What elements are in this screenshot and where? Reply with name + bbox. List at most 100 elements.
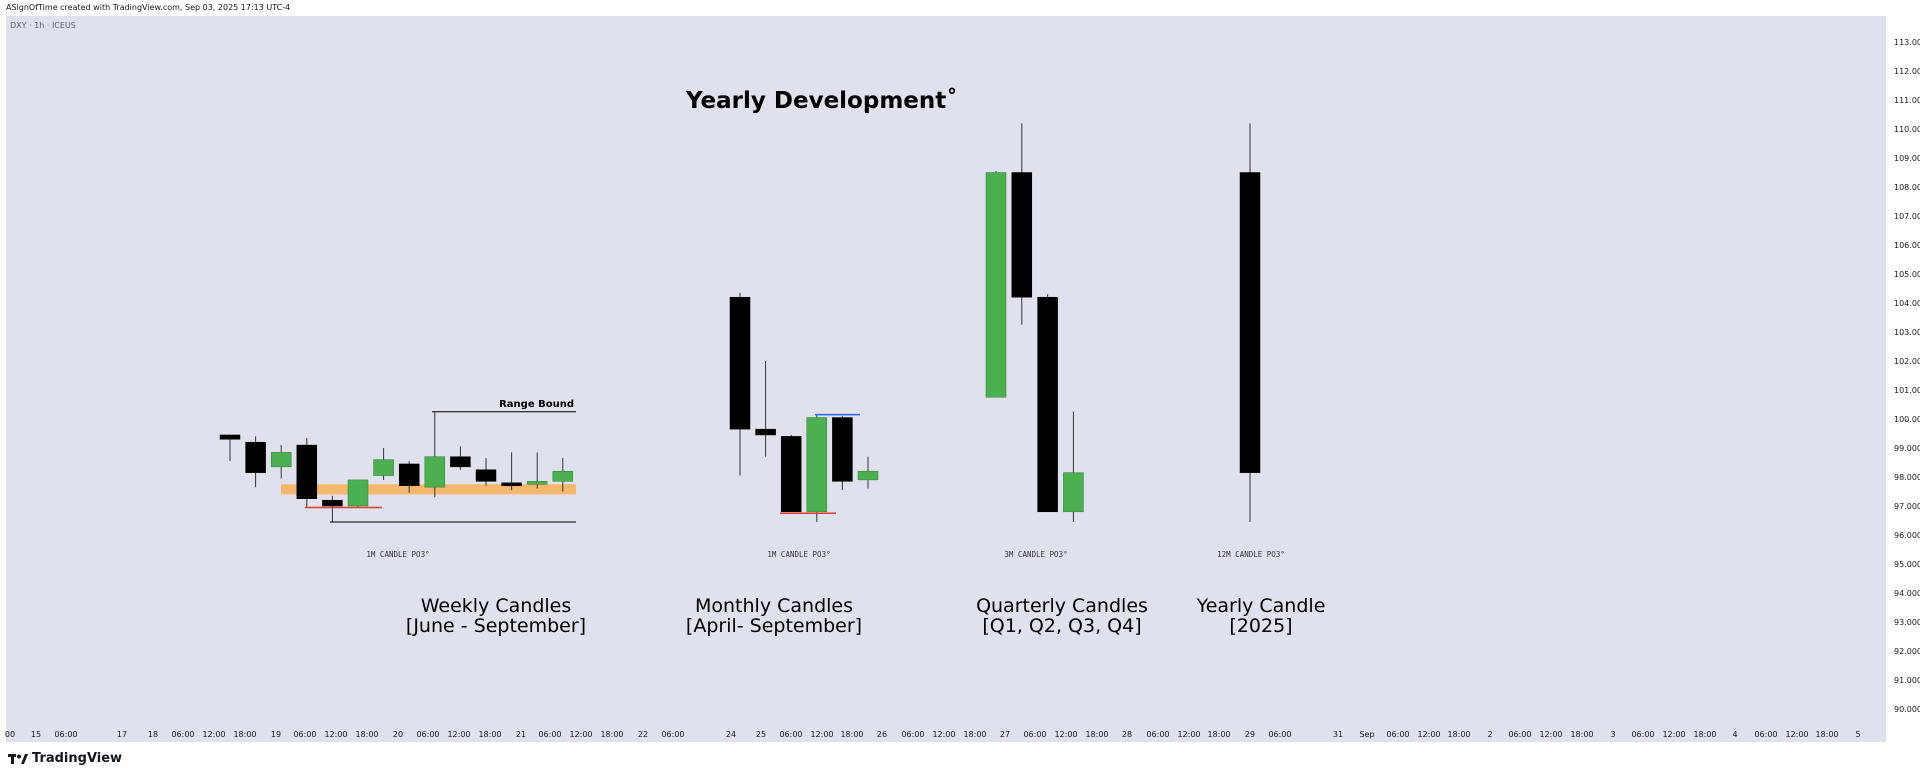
time-tick-label: Sep — [1359, 730, 1374, 739]
time-tick-label: 18:00 — [233, 730, 256, 739]
time-tick-label: 06:00 — [1146, 730, 1169, 739]
price-tick-label: 111.000 — [1894, 96, 1920, 105]
time-tick-label: 06:00 — [54, 730, 77, 739]
time-tick-label: 06:00 — [416, 730, 439, 739]
bearish-candle[interactable] — [1011, 172, 1033, 298]
footer: TradingView — [0, 742, 1920, 778]
price-tick-label: 92.000 — [1894, 647, 1920, 656]
bullish-candle[interactable] — [526, 481, 548, 485]
bearish-candle[interactable] — [296, 444, 318, 500]
chart-title: Yearly Development˚ — [685, 87, 958, 114]
chart-marks: Range Bound — [219, 123, 1261, 523]
time-tick-label: 12:00 — [202, 730, 225, 739]
time-tick-label: 06:00 — [1023, 730, 1046, 739]
price-tick-label: 99.000 — [1894, 444, 1920, 453]
chart-header-caption: ASignOfTime created with TradingView.com… — [0, 0, 1920, 16]
weekly-label-line1: Weekly Candles — [421, 595, 572, 617]
time-tick-label: 06:00 — [293, 730, 316, 739]
bearish-candle[interactable] — [832, 417, 853, 482]
time-tick-label: 3 — [1610, 730, 1615, 739]
yearly-candles-group — [1239, 123, 1261, 522]
time-tick-label: 18:00 — [1815, 730, 1838, 739]
time-tick-label: 06:00 — [779, 730, 802, 739]
bullish-candle[interactable] — [424, 456, 446, 488]
price-tick-label: 110.000 — [1894, 125, 1920, 134]
time-tick-label: 06:00 — [1386, 730, 1409, 739]
monthly-candles-group — [729, 292, 879, 522]
time-tick-label: 06:00 — [1268, 730, 1291, 739]
time-tick-label: 18:00 — [1570, 730, 1593, 739]
time-tick-label: 18:00 — [600, 730, 623, 739]
time-tick-label: 26 — [877, 730, 887, 739]
bearish-candle[interactable] — [450, 456, 471, 468]
monthly-small-label: 1M CANDLE PO3° — [767, 550, 830, 559]
price-tick-label: 106.000 — [1894, 241, 1920, 250]
bearish-candle[interactable] — [780, 436, 802, 513]
time-tick-label: 06:00 — [538, 730, 561, 739]
bearish-candle[interactable] — [245, 441, 266, 473]
price-tick-label: 105.000 — [1894, 270, 1920, 279]
price-tick-label: 94.000 — [1894, 589, 1920, 598]
price-tick-label: 93.000 — [1894, 618, 1920, 627]
bearish-candle[interactable] — [219, 434, 241, 440]
time-tick-label: 20 — [393, 730, 403, 739]
price-tick-label: 108.000 — [1894, 183, 1920, 192]
bullish-candle[interactable] — [857, 470, 879, 481]
price-tick-label: 101.000 — [1894, 386, 1920, 395]
time-tick-label: 00 — [5, 730, 15, 739]
time-tick-label: 31 — [1333, 730, 1343, 739]
price-tick-label: 96.000 — [1894, 531, 1920, 540]
weekly-label-line2: [June - September] — [406, 615, 586, 637]
bearish-candle[interactable] — [1239, 172, 1261, 473]
bearish-candle[interactable] — [729, 296, 751, 430]
time-tick-label: 06:00 — [1754, 730, 1777, 739]
bearish-candle[interactable] — [1037, 296, 1058, 513]
price-tick-label: 109.000 — [1894, 154, 1920, 163]
time-tick-label: 12:00 — [447, 730, 470, 739]
time-tick-label: 12:00 — [324, 730, 347, 739]
time-tick-label: 18 — [148, 730, 158, 739]
tradingview-logo[interactable]: TradingView — [8, 751, 122, 766]
time-tick-label: 18:00 — [1085, 730, 1108, 739]
bearish-candle[interactable] — [398, 463, 420, 486]
time-tick-label: 12:00 — [810, 730, 833, 739]
time-tick-label: 06:00 — [901, 730, 924, 739]
weekly-candles-group: Range Bound — [219, 399, 576, 523]
yearly-label-line2: [2025] — [1229, 615, 1292, 637]
time-tick-label: 4 — [1732, 730, 1737, 739]
bullish-candle[interactable] — [806, 417, 828, 513]
time-tick-label: 19 — [271, 730, 281, 739]
price-tick-label: 97.000 — [1894, 502, 1920, 511]
bullish-candle[interactable] — [552, 470, 574, 482]
candlestick-chart[interactable]: DXY · 1h · ICEUS Yearly Development˚ 113… — [0, 16, 1920, 742]
bullish-candle[interactable] — [270, 452, 292, 468]
bearish-candle[interactable] — [501, 482, 522, 487]
time-tick-label: 06:00 — [1631, 730, 1654, 739]
bullish-candle[interactable] — [985, 172, 1007, 398]
time-tick-label: 12:00 — [1662, 730, 1685, 739]
time-tick-label: 18:00 — [1447, 730, 1470, 739]
time-tick-label: 25 — [756, 730, 766, 739]
quarterly-candles-group — [985, 123, 1084, 522]
time-tick-label: 06:00 — [171, 730, 194, 739]
bullish-candle[interactable] — [373, 459, 394, 476]
bearish-candle[interactable] — [755, 428, 776, 436]
price-tick-label: 95.000 — [1894, 560, 1920, 569]
price-tick-label: 90.000 — [1894, 705, 1920, 714]
tradingview-brand-text: TradingView — [32, 751, 123, 766]
bearish-candle[interactable] — [475, 469, 497, 482]
range-bound-annotation: Range Bound — [499, 399, 574, 410]
bullish-candle[interactable] — [1063, 472, 1084, 513]
time-tick-label: 18:00 — [355, 730, 378, 739]
time-tick-label: 29 — [1245, 730, 1255, 739]
bullish-candle[interactable] — [347, 479, 369, 507]
time-axis: 00 15 06:00 17 18 06:00 12:00 18:00 19 06:00 12:00… — [5, 730, 1861, 739]
time-tick-label: 22 — [638, 730, 648, 739]
bearish-candle[interactable] — [322, 499, 343, 507]
time-tick-label: 2 — [1487, 730, 1492, 739]
symbol-info: DXY · 1h · ICEUS — [10, 21, 76, 30]
price-tick-label: 91.000 — [1894, 676, 1920, 685]
time-tick-label: 18:00 — [963, 730, 986, 739]
price-tick-label: 102.000 — [1894, 357, 1920, 366]
time-tick-label: 06:00 — [1508, 730, 1531, 739]
